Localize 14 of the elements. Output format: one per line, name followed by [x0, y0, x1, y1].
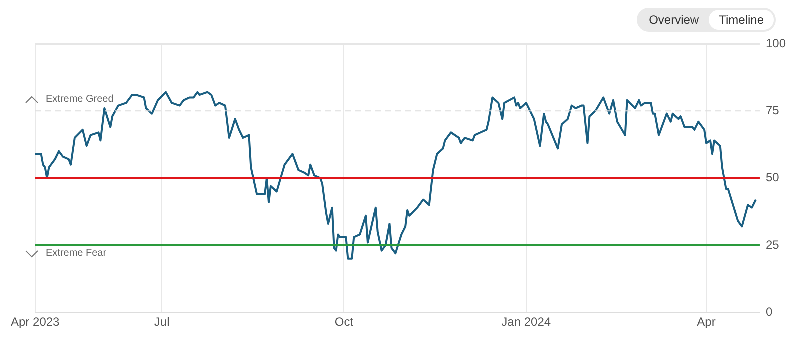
x-tick-label: Apr: [697, 315, 716, 330]
x-tick-label: Jul: [154, 315, 170, 330]
x-tick-label: Oct: [334, 315, 354, 330]
annotation: Extreme Fear: [46, 248, 107, 259]
y-tick-label: 25: [766, 238, 780, 252]
x-tick-label: Apr 2023: [11, 315, 60, 330]
text: Overview: [648, 12, 700, 29]
y-tick-label: 0: [766, 304, 773, 319]
x-tick-label: Jan 2024: [502, 315, 552, 330]
annotation: Extreme Greed: [46, 94, 114, 105]
y-tick-label: 50: [766, 170, 780, 185]
y-tick-label: 75: [766, 103, 780, 118]
y-tick-label: 100: [766, 36, 786, 50]
text: Timeline: [709, 10, 774, 30]
